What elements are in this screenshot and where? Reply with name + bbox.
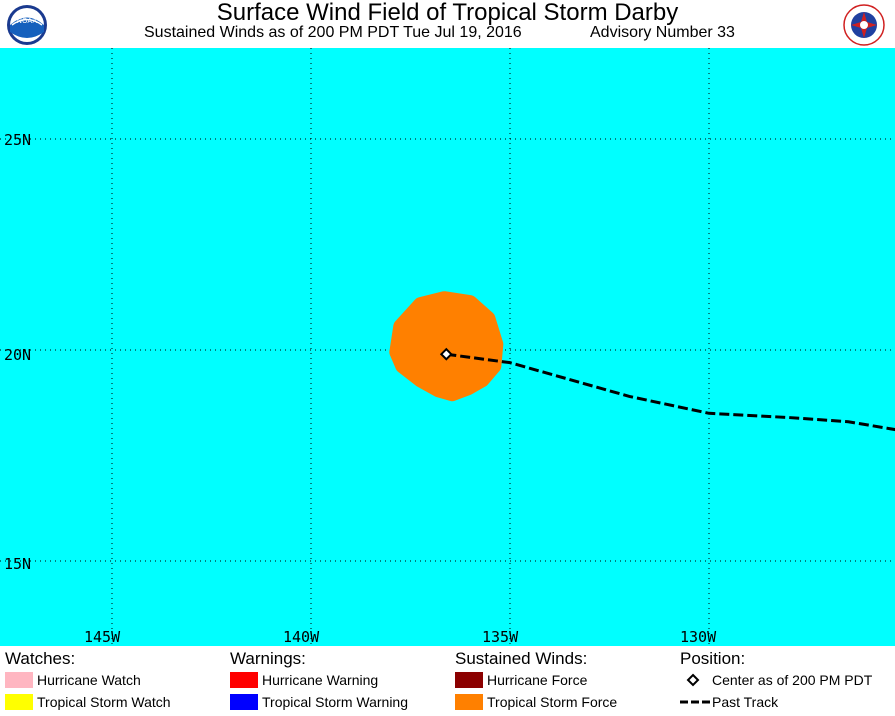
legend: Watches: Hurricane Watch Tropical Storm …: [0, 646, 895, 716]
dashed-line-icon: [680, 700, 710, 704]
legend-warnings-heading: Warnings:: [230, 649, 306, 668]
subtitle: Sustained Winds as of 200 PM PDT Tue Jul…: [144, 24, 522, 41]
nws-logo-icon: [843, 4, 885, 46]
lat-label-20n: 20N: [4, 346, 32, 364]
tropical-storm-force-area: [389, 291, 504, 402]
tropical-storm-watch-swatch: [5, 694, 33, 710]
lat-label-25n: 25N: [4, 131, 32, 149]
noaa-logo-icon: NOAA: [7, 5, 47, 45]
legend-label: Hurricane Warning: [262, 672, 379, 688]
past-track: [446, 352, 895, 432]
lon-label-130w: 130W: [680, 628, 717, 646]
graticule: [0, 48, 895, 646]
legend-label: Tropical Storm Watch: [37, 694, 171, 710]
wind-field: [389, 291, 504, 402]
hurricane-warning-swatch: [230, 672, 258, 688]
page-title: Surface Wind Field of Tropical Storm Dar…: [216, 0, 679, 26]
lon-label-135w: 135W: [482, 628, 519, 646]
svg-text:NOAA: NOAA: [17, 17, 38, 25]
map: 25N 20N 15N 145W 140W 135W 130W: [0, 48, 895, 646]
legend-label: Hurricane Force: [487, 672, 588, 688]
lon-label-140w: 140W: [283, 628, 320, 646]
storm-center-diamond-icon: [439, 347, 453, 361]
past-track-line: [446, 352, 895, 432]
advisory-number: Advisory Number 33: [590, 24, 735, 41]
legend-label: Tropical Storm Warning: [262, 694, 409, 710]
hurricane-force-swatch: [455, 672, 483, 688]
legend-label: Center as of 200 PM PDT: [712, 672, 873, 688]
diamond-icon: [686, 673, 700, 687]
header: NOAA Surface Wind Field of Tropical Stor…: [0, 0, 895, 48]
hurricane-watch-swatch: [5, 672, 33, 688]
legend-label: Tropical Storm Force: [487, 694, 618, 710]
tropical-storm-warning-swatch: [230, 694, 258, 710]
legend-label: Past Track: [712, 694, 779, 710]
legend-label: Hurricane Watch: [37, 672, 141, 688]
lat-label-15n: 15N: [4, 555, 32, 573]
legend-winds-heading: Sustained Winds:: [455, 649, 588, 668]
legend-position-heading: Position:: [680, 649, 746, 668]
tropical-storm-force-swatch: [455, 694, 483, 710]
lon-label-145w: 145W: [84, 628, 121, 646]
storm-center: [439, 347, 453, 361]
map-canvas: [0, 48, 895, 646]
legend-watches-heading: Watches:: [5, 649, 76, 668]
